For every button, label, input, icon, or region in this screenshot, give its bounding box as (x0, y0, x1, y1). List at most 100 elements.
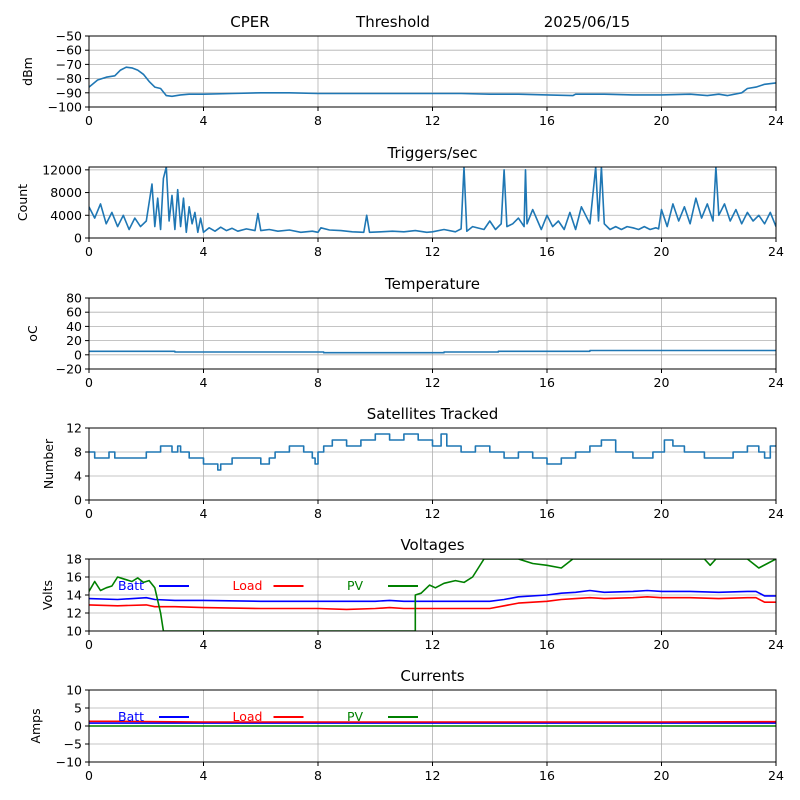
y-axis-label: dBm (20, 57, 35, 86)
x-tick-label: 16 (539, 506, 555, 521)
y-tick-label: 0 (74, 231, 82, 246)
x-tick-label: 4 (200, 375, 208, 390)
chart-title: Voltages (400, 536, 464, 554)
x-tick-label: 8 (314, 506, 322, 521)
legend-label-load: Load (233, 709, 263, 724)
x-tick-label: 8 (314, 113, 322, 128)
y-tick-label: 60 (66, 305, 82, 320)
x-tick-label: 20 (654, 637, 670, 652)
x-tick-label: 16 (539, 244, 555, 259)
y-tick-label: 12 (66, 606, 82, 621)
x-tick-label: 4 (200, 768, 208, 783)
chart-panel-satellites: 0 4 8 12 16 20 24 0 4 8 12 Satellites Tracked Number (41, 405, 784, 521)
chart-panel-currents: 0 4 8 12 16 20 24 −10 −5 0 5 10 Currents Amps Batt Load… (28, 667, 784, 783)
series-line-load (89, 595, 776, 611)
x-tick-label: 16 (539, 768, 555, 783)
x-tick-label: 0 (85, 113, 93, 128)
x-tick-label: 0 (85, 768, 93, 783)
x-tick-label: 4 (200, 244, 208, 259)
chart-title: Currents (400, 667, 464, 685)
y-tick-label: 18 (66, 552, 82, 567)
y-tick-label: 0 (74, 719, 82, 734)
x-tick-label: 0 (85, 375, 93, 390)
x-tick-label: 4 (200, 637, 208, 652)
x-tick-label: 12 (425, 375, 441, 390)
x-tick-label: 0 (85, 244, 93, 259)
x-tick-label: 8 (314, 244, 322, 259)
y-tick-label: −100 (48, 100, 82, 115)
x-tick-label: 12 (425, 637, 441, 652)
y-tick-label: 4 (74, 469, 82, 484)
y-axis-label: Amps (28, 708, 43, 743)
y-tick-label: −20 (56, 362, 82, 377)
y-tick-label: 0 (74, 493, 82, 508)
x-tick-label: 16 (539, 113, 555, 128)
y-tick-label: −60 (56, 43, 82, 58)
mode-label: Threshold (355, 13, 430, 31)
y-tick-label: 0 (74, 347, 82, 362)
y-axis-label: Count (15, 184, 30, 221)
chart-panel-signal: 0 4 8 12 16 20 24 −100−90−80−70−60−50 dBm (20, 29, 784, 129)
x-tick-label: 12 (425, 113, 441, 128)
chart-title: Temperature (384, 275, 480, 293)
chart-title: Triggers/sec (387, 144, 478, 162)
x-tick-label: 8 (314, 768, 322, 783)
y-tick-label: 10 (66, 624, 82, 639)
y-tick-label: −10 (56, 755, 82, 770)
y-tick-label: 80 (66, 291, 82, 306)
x-tick-label: 12 (425, 244, 441, 259)
series-line-triggers (89, 167, 776, 234)
y-tick-label: 4000 (50, 208, 82, 223)
y-tick-label: −50 (56, 29, 82, 44)
y-tick-label: 20 (66, 333, 82, 348)
y-tick-label: 14 (66, 588, 82, 603)
y-axis-label: oC (25, 325, 40, 342)
y-axis-label: Volts (40, 580, 55, 610)
y-tick-label: 12 (66, 421, 82, 436)
date-label: 2025/06/15 (544, 13, 630, 31)
chart-panel-voltages: 0 4 8 12 16 20 24 10 12 14 16 18 Voltages Volts Batt Lo… (40, 536, 784, 652)
y-tick-label: 8000 (50, 185, 82, 200)
legend-label-batt: Batt (118, 578, 144, 593)
y-tick-label: −80 (56, 71, 82, 86)
series-line-pv (89, 559, 776, 631)
x-tick-label: 20 (654, 768, 670, 783)
x-tick-label: 20 (654, 113, 670, 128)
x-tick-label: 24 (768, 768, 784, 783)
y-tick-label: 5 (74, 701, 82, 716)
x-tick-label: 24 (768, 375, 784, 390)
x-tick-label: 0 (85, 637, 93, 652)
y-tick-label: −70 (56, 57, 82, 72)
chart-panel-triggers: 0 4 8 12 16 20 24 0 4000 8000 12000 Triggers/sec Cou… (15, 144, 784, 259)
x-tick-label: 24 (768, 637, 784, 652)
x-tick-label: 4 (200, 506, 208, 521)
y-tick-label: −5 (64, 737, 82, 752)
x-tick-label: 8 (314, 637, 322, 652)
legend-label-pv: PV (347, 709, 364, 724)
y-tick-label: 8 (74, 445, 82, 460)
legend-label-pv: PV (347, 578, 364, 593)
x-tick-label: 8 (314, 375, 322, 390)
x-tick-label: 12 (425, 768, 441, 783)
series-line-satellites (89, 433, 776, 471)
series-line-batt (89, 589, 776, 603)
x-tick-label: 4 (200, 113, 208, 128)
legend-label-load: Load (233, 578, 263, 593)
series-line-temperature (89, 349, 776, 354)
x-tick-label: 24 (768, 244, 784, 259)
station-label: CPER (230, 13, 269, 31)
y-tick-label: 16 (66, 570, 82, 585)
x-tick-label: 16 (539, 637, 555, 652)
x-tick-label: 20 (654, 506, 670, 521)
series-line-signal (89, 66, 776, 98)
y-tick-label: 12000 (42, 162, 82, 177)
chart-title: Satellites Tracked (367, 405, 498, 423)
series-line-load (89, 720, 776, 723)
x-tick-label: 12 (425, 506, 441, 521)
y-axis-label: Number (41, 438, 56, 489)
legend-label-batt: Batt (118, 709, 144, 724)
x-tick-label: 16 (539, 375, 555, 390)
y-tick-label: −90 (56, 85, 82, 100)
